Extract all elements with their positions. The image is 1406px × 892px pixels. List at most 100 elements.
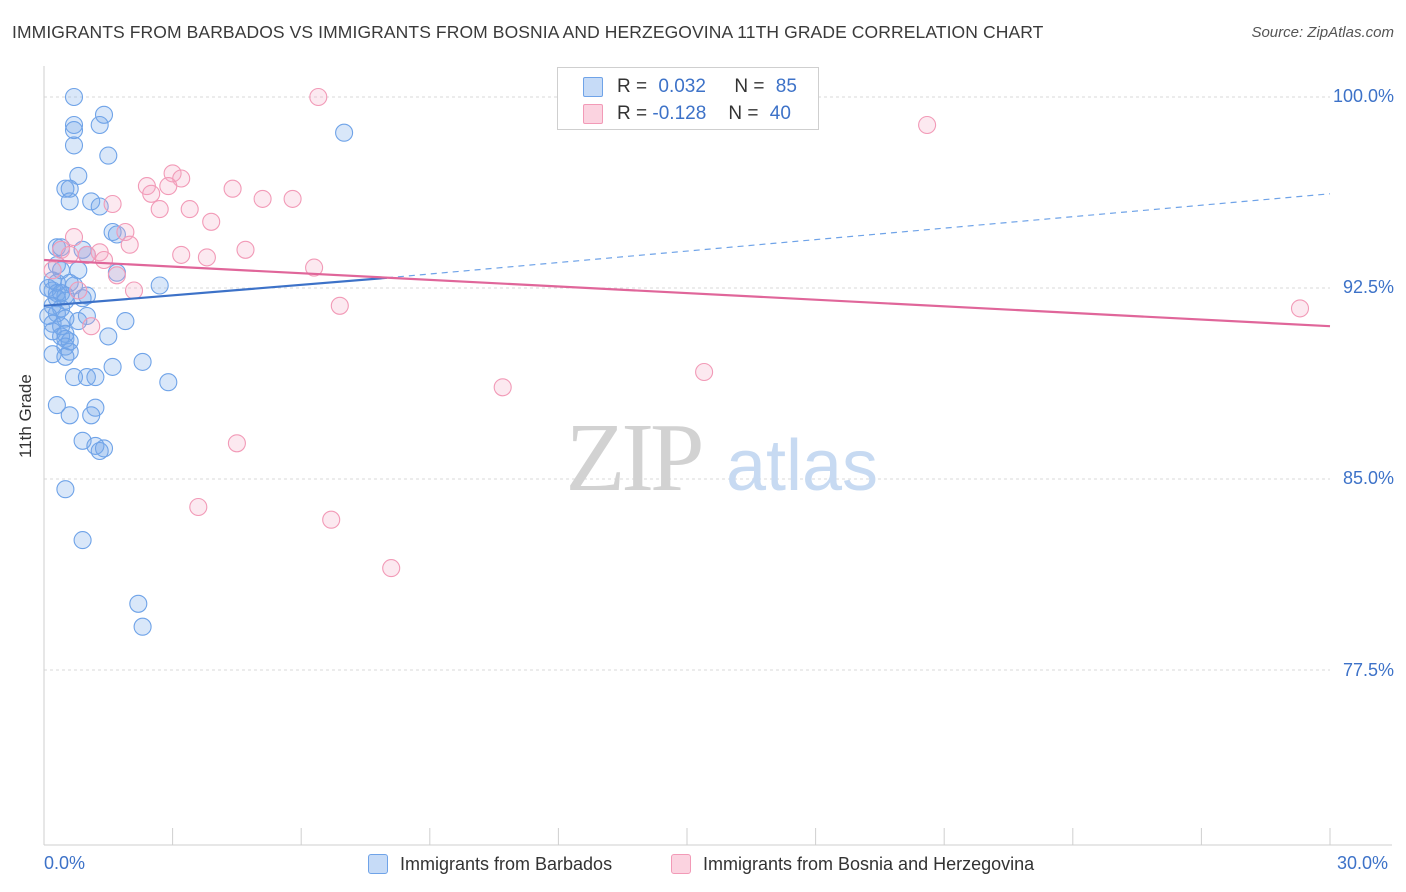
barbados-point [133, 617, 152, 636]
trend-lines [43, 193, 1331, 328]
barbados-point [116, 312, 135, 331]
source-credit: Source: ZipAtlas.com [1251, 24, 1394, 41]
barbados-point [64, 136, 84, 155]
barbados-points [39, 87, 354, 636]
bosnia-point [69, 281, 88, 300]
bosnia-point [172, 245, 191, 264]
bosnia-point [236, 240, 255, 259]
legend-n-label: N = [734, 76, 765, 97]
barbados-point [77, 306, 96, 326]
bosnia-point [64, 228, 84, 247]
barbados-point [90, 441, 109, 461]
barbados-point [82, 192, 101, 211]
bosnia-point [150, 200, 169, 219]
bosnia-point [309, 87, 328, 107]
watermark-zip: ZIP [566, 404, 701, 512]
barbados-point [47, 396, 66, 415]
bosnia-trend-line [43, 258, 1331, 328]
legend-n-value: 40 [769, 103, 791, 124]
barbados-point [73, 531, 92, 550]
bosnia-point [159, 177, 178, 196]
bosnia-point [1290, 299, 1310, 318]
watermark-atlas: atlas [726, 426, 878, 506]
barbados-point [69, 166, 88, 185]
bosnia-point [253, 189, 272, 208]
barbados-point [60, 192, 79, 211]
barbados-trend-line [43, 276, 388, 307]
legend-n-label: N = [728, 103, 759, 124]
y-tick-label: 100.0% [1332, 86, 1394, 106]
barbados-point [56, 347, 75, 366]
barbados-point [129, 594, 148, 613]
barbados-point [64, 121, 84, 140]
axes [43, 66, 1392, 846]
bottom-legend-swatch-pink [671, 854, 691, 874]
bosnia-point [202, 212, 221, 231]
legend-row-bosnia: R = -0.128 N = 40 [583, 102, 791, 126]
legend-swatch-blue [583, 77, 603, 97]
barbados-point [64, 368, 84, 387]
legend-r-label: R = [617, 103, 648, 124]
barbados-point [60, 406, 79, 425]
barbados-point [94, 105, 114, 124]
watermark: ZIP atlas [566, 404, 879, 512]
bosnia-point [189, 497, 208, 517]
bottom-legend-label: Immigrants from Barbados [400, 853, 613, 874]
y-tick-label: 77.5% [1342, 660, 1394, 680]
x-tick-label-max: 30.0% [1337, 853, 1389, 873]
bosnia-point [77, 245, 96, 264]
bottom-legend-bosnia: Immigrants from Bosnia and Herzegovina [671, 852, 1034, 876]
barbados-point [64, 115, 84, 135]
y-tick-label: 85.0% [1342, 468, 1394, 488]
bosnia-point [695, 362, 714, 382]
barbados-point [103, 357, 122, 376]
bosnia-point [124, 281, 144, 300]
bosnia-point [493, 378, 512, 397]
barbados-point [150, 276, 169, 295]
legend-row-barbados: R = 0.032 N = 85 [583, 75, 797, 99]
legend-r-label: R = [617, 76, 648, 97]
barbados-point [60, 179, 79, 198]
barbados-point [86, 368, 105, 387]
barbados-point [82, 406, 101, 425]
barbados-point [64, 87, 84, 107]
barbados-trend-extension [386, 193, 1331, 279]
bosnia-point [197, 248, 216, 267]
bosnia-point [330, 296, 349, 315]
bottom-legend-swatch-blue [368, 854, 388, 874]
bottom-legend-label: Immigrants from Bosnia and Herzegovina [703, 853, 1035, 874]
bosnia-point [283, 189, 302, 208]
barbados-point [56, 480, 75, 499]
barbados-point [99, 146, 118, 165]
bosnia-point [103, 194, 122, 214]
barbados-point [99, 327, 118, 346]
barbados-point [335, 123, 354, 142]
bosnia-point [142, 184, 161, 203]
bosnia-point [223, 179, 242, 198]
bosnia-point [43, 261, 62, 280]
bosnia-point [382, 559, 401, 578]
chart-title: IMMIGRANTS FROM BARBADOS VS IMMIGRANTS F… [12, 22, 1044, 42]
bosnia-point [227, 434, 246, 453]
bosnia-point [918, 115, 937, 135]
legend-n-value: 85 [775, 76, 797, 97]
bosnia-point [322, 510, 341, 529]
legend-r-value: -0.128 [652, 103, 707, 124]
legend-swatch-pink [583, 104, 603, 124]
legend-r-value: 0.032 [658, 76, 706, 97]
bosnia-point [52, 240, 71, 259]
y-tick-label: 92.5% [1342, 277, 1394, 297]
bosnia-point [94, 250, 114, 270]
bosnia-point [120, 235, 139, 254]
y-axis-label: 11th Grade [16, 374, 35, 458]
bosnia-point [305, 258, 324, 277]
bosnia-point [82, 317, 101, 336]
stats-legend: R = 0.032 N = 85 R = -0.128 N = 40 [557, 67, 819, 130]
bosnia-point [107, 266, 126, 285]
barbados-point [159, 373, 178, 392]
bosnia-point [180, 200, 199, 219]
bottom-legend-barbados: Immigrants from Barbados [368, 852, 612, 876]
x-tick-label-min: 0.0% [44, 853, 86, 873]
barbados-point [133, 352, 152, 371]
